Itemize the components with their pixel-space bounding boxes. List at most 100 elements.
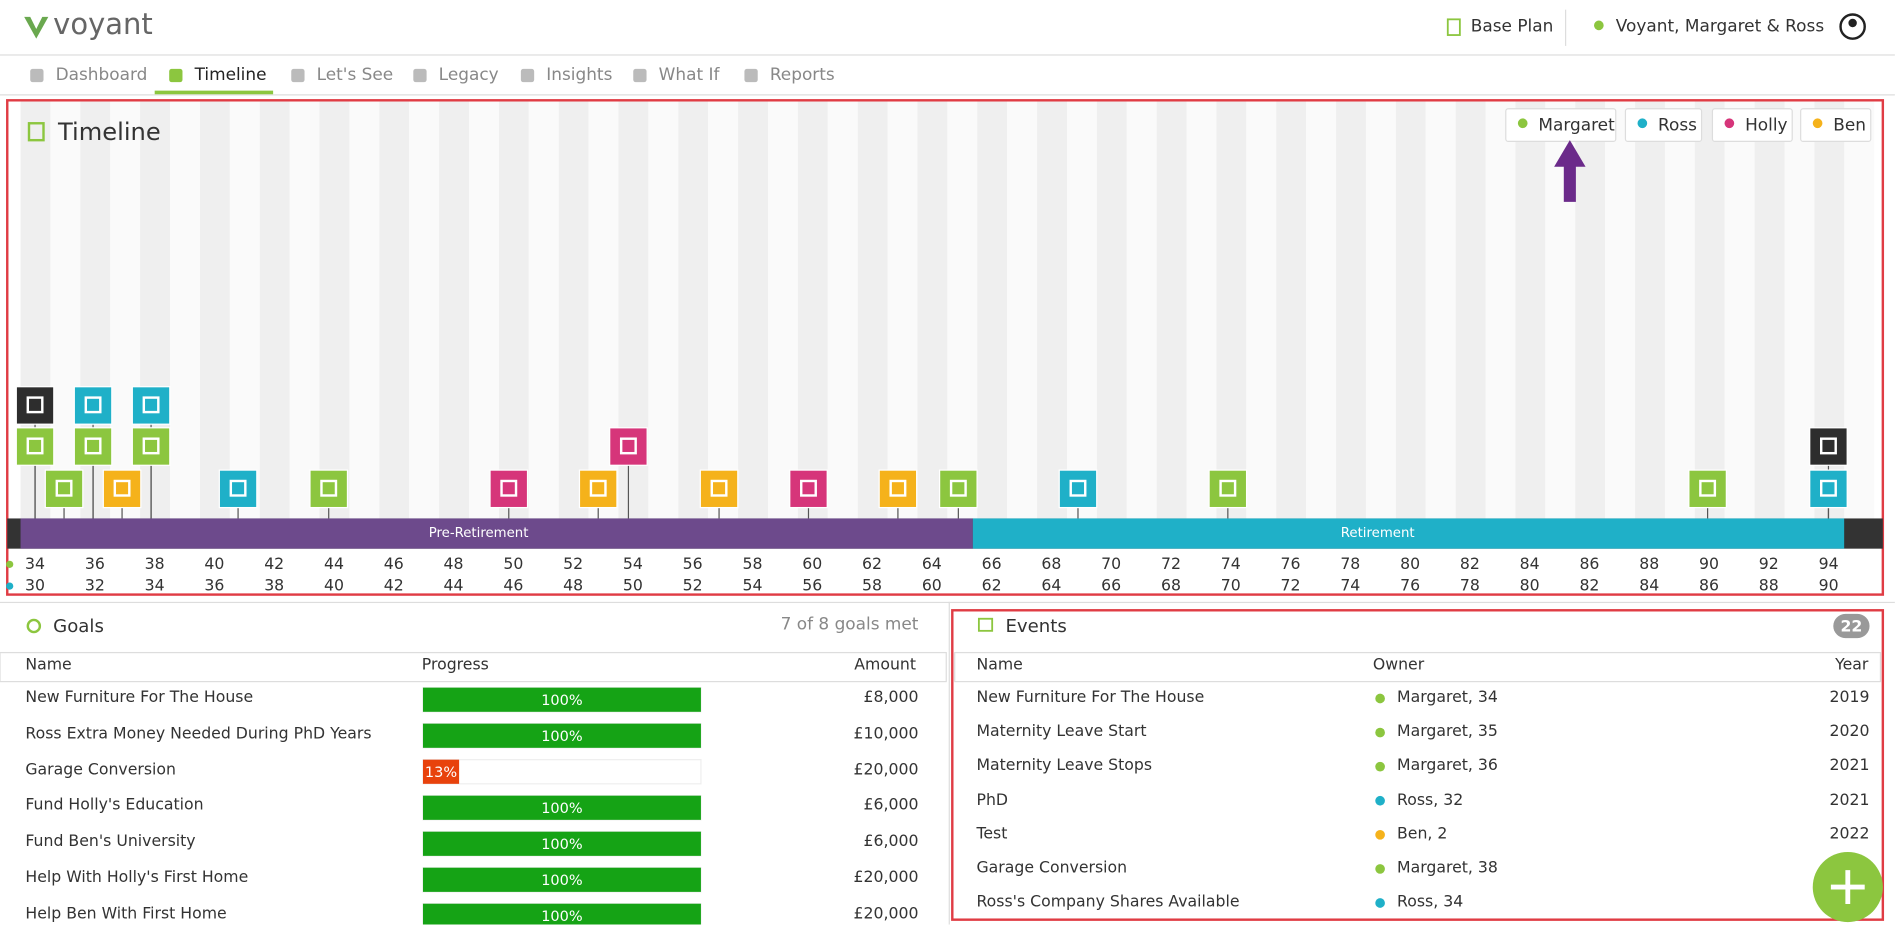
progress-label: 100% (541, 909, 582, 924)
person-button[interactable] (1505, 108, 1617, 142)
event-year: 2020 (1829, 722, 1870, 742)
event-glyph (1699, 479, 1717, 497)
stripe (1186, 100, 1217, 519)
age-label: 48 (563, 576, 583, 595)
event-glyph (26, 437, 44, 455)
goals-title: Goals (53, 615, 104, 637)
tab[interactable]: Let's See (316, 65, 394, 85)
progress-label: 100% (541, 729, 582, 745)
age-label: 34 (25, 554, 45, 573)
tab[interactable]: What If (658, 65, 720, 85)
age-label: 70 (1221, 576, 1241, 595)
progress-label: 100% (541, 801, 582, 817)
event-icon (699, 469, 739, 509)
event-glyph (1219, 479, 1237, 497)
age-label: 94 (1819, 554, 1839, 573)
goal-amount: £6,000 (863, 832, 919, 852)
client[interactable]: Voyant, Margaret & Ross (1615, 16, 1825, 37)
tab[interactable]: Reports (769, 65, 835, 85)
user-head (1848, 18, 1857, 28)
age-label: 72 (1161, 554, 1181, 573)
age-label: 38 (145, 554, 165, 573)
owner-icon (1375, 761, 1385, 772)
age-label: 40 (204, 554, 224, 573)
event-icon (1809, 427, 1848, 466)
column-header: Name (25, 656, 72, 675)
stripe (1216, 100, 1247, 519)
event-glyph (500, 479, 518, 497)
event-icon (218, 469, 258, 509)
age-label: 32 (85, 576, 105, 595)
stripe (319, 100, 350, 519)
event-icon (939, 469, 978, 509)
stripe (1395, 100, 1426, 519)
person-button[interactable] (1711, 108, 1793, 142)
stripe (289, 100, 320, 519)
stripe (1724, 100, 1755, 519)
event-glyph (55, 479, 73, 497)
hourglass-icon (27, 122, 45, 142)
tab[interactable]: Insights (546, 65, 613, 85)
plan[interactable]: Base Plan (1470, 16, 1554, 37)
tab-icon (413, 68, 427, 83)
goal-name: Garage Conversion (25, 760, 176, 779)
stripe (1365, 100, 1396, 519)
stripe (409, 100, 440, 519)
stripe (1515, 100, 1546, 519)
progress-label: 100% (541, 873, 582, 889)
stripe (1126, 100, 1157, 519)
column-header: Year (1835, 656, 1869, 675)
age-label: 72 (1281, 576, 1301, 595)
event-glyph (142, 396, 160, 414)
stripe (379, 100, 410, 519)
event-name: New Furniture For The House (976, 688, 1205, 707)
stripe (1455, 100, 1486, 519)
stripe (1425, 100, 1456, 519)
person-name: Ben (1833, 115, 1866, 135)
goal-name: Fund Ben's University (25, 832, 196, 852)
age-label: 30 (25, 576, 45, 595)
stripe (349, 100, 380, 519)
tab[interactable]: Dashboard (55, 65, 148, 85)
person-button[interactable] (1800, 108, 1872, 142)
age-label: 74 (1340, 576, 1360, 595)
person-name: Ross (1658, 115, 1697, 135)
person-button[interactable] (1624, 108, 1703, 142)
event-icon (878, 469, 918, 509)
age-label: 52 (683, 576, 703, 595)
phase-bar (972, 518, 1845, 549)
goals-icon (26, 618, 42, 634)
event-name: Garage Conversion (976, 859, 1128, 878)
tab[interactable]: Legacy (438, 65, 499, 85)
stripe (1694, 100, 1725, 519)
progress-bar (422, 903, 701, 925)
age-label: 56 (683, 554, 703, 573)
event-icon (1208, 469, 1248, 509)
age-label: 76 (1400, 576, 1420, 595)
tab-icon (633, 68, 647, 83)
person-icon (1724, 118, 1735, 129)
age-label: 36 (85, 554, 105, 573)
stripe (259, 100, 290, 519)
event-icon (131, 427, 171, 466)
add-plus (1830, 870, 1865, 904)
age-label: 62 (982, 576, 1002, 595)
age-label: 66 (982, 554, 1002, 573)
age-label: 46 (384, 554, 404, 573)
stripe (917, 100, 948, 519)
person-icon (1812, 118, 1823, 129)
event-glyph (229, 479, 247, 497)
phase-bar (20, 518, 973, 549)
events-icon (977, 617, 994, 632)
stripe (887, 100, 918, 519)
event-icon (1688, 469, 1727, 509)
stripe (1635, 100, 1665, 519)
stripe (1664, 100, 1695, 519)
age-label: 74 (1221, 554, 1241, 573)
stripe (1844, 100, 1875, 519)
age-label: 52 (563, 554, 583, 573)
tab[interactable]: Timeline (194, 65, 267, 85)
stripe (1575, 100, 1606, 519)
event-name: Test (976, 825, 1008, 844)
stripe (708, 100, 739, 519)
